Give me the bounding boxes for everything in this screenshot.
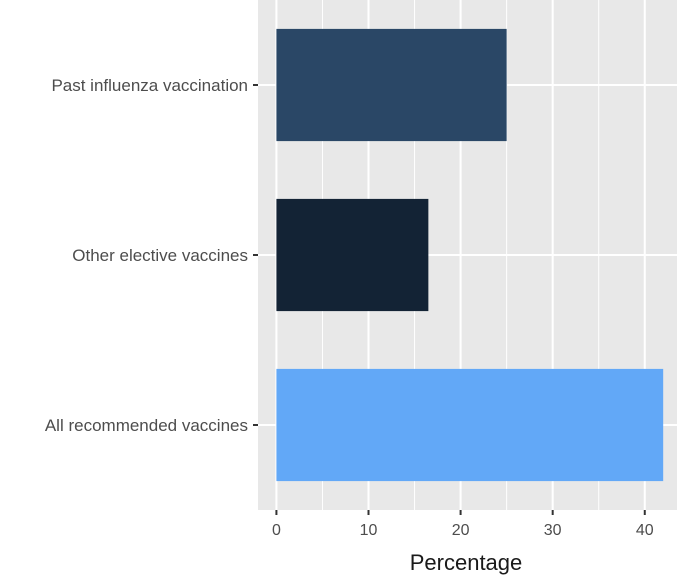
category-label-2: All recommended vaccines bbox=[45, 416, 248, 435]
category-label-1: Other elective vaccines bbox=[72, 246, 248, 265]
x-axis: 0 10 20 30 40 bbox=[272, 510, 654, 539]
x-tick-label-0: 0 bbox=[272, 522, 281, 539]
x-axis-title: Percentage bbox=[410, 550, 523, 575]
bars bbox=[276, 28, 664, 482]
bar-1 bbox=[276, 198, 429, 312]
x-tick-label-3: 30 bbox=[544, 522, 562, 539]
x-tick-label-1: 10 bbox=[360, 522, 378, 539]
category-label-0: Past influenza vaccination bbox=[51, 76, 248, 95]
bar-0 bbox=[276, 28, 507, 142]
x-tick-label-4: 40 bbox=[636, 522, 654, 539]
y-axis: Past influenza vaccination Other elective… bbox=[45, 76, 258, 435]
x-tick-label-2: 20 bbox=[452, 522, 470, 539]
bar-2 bbox=[276, 368, 664, 482]
